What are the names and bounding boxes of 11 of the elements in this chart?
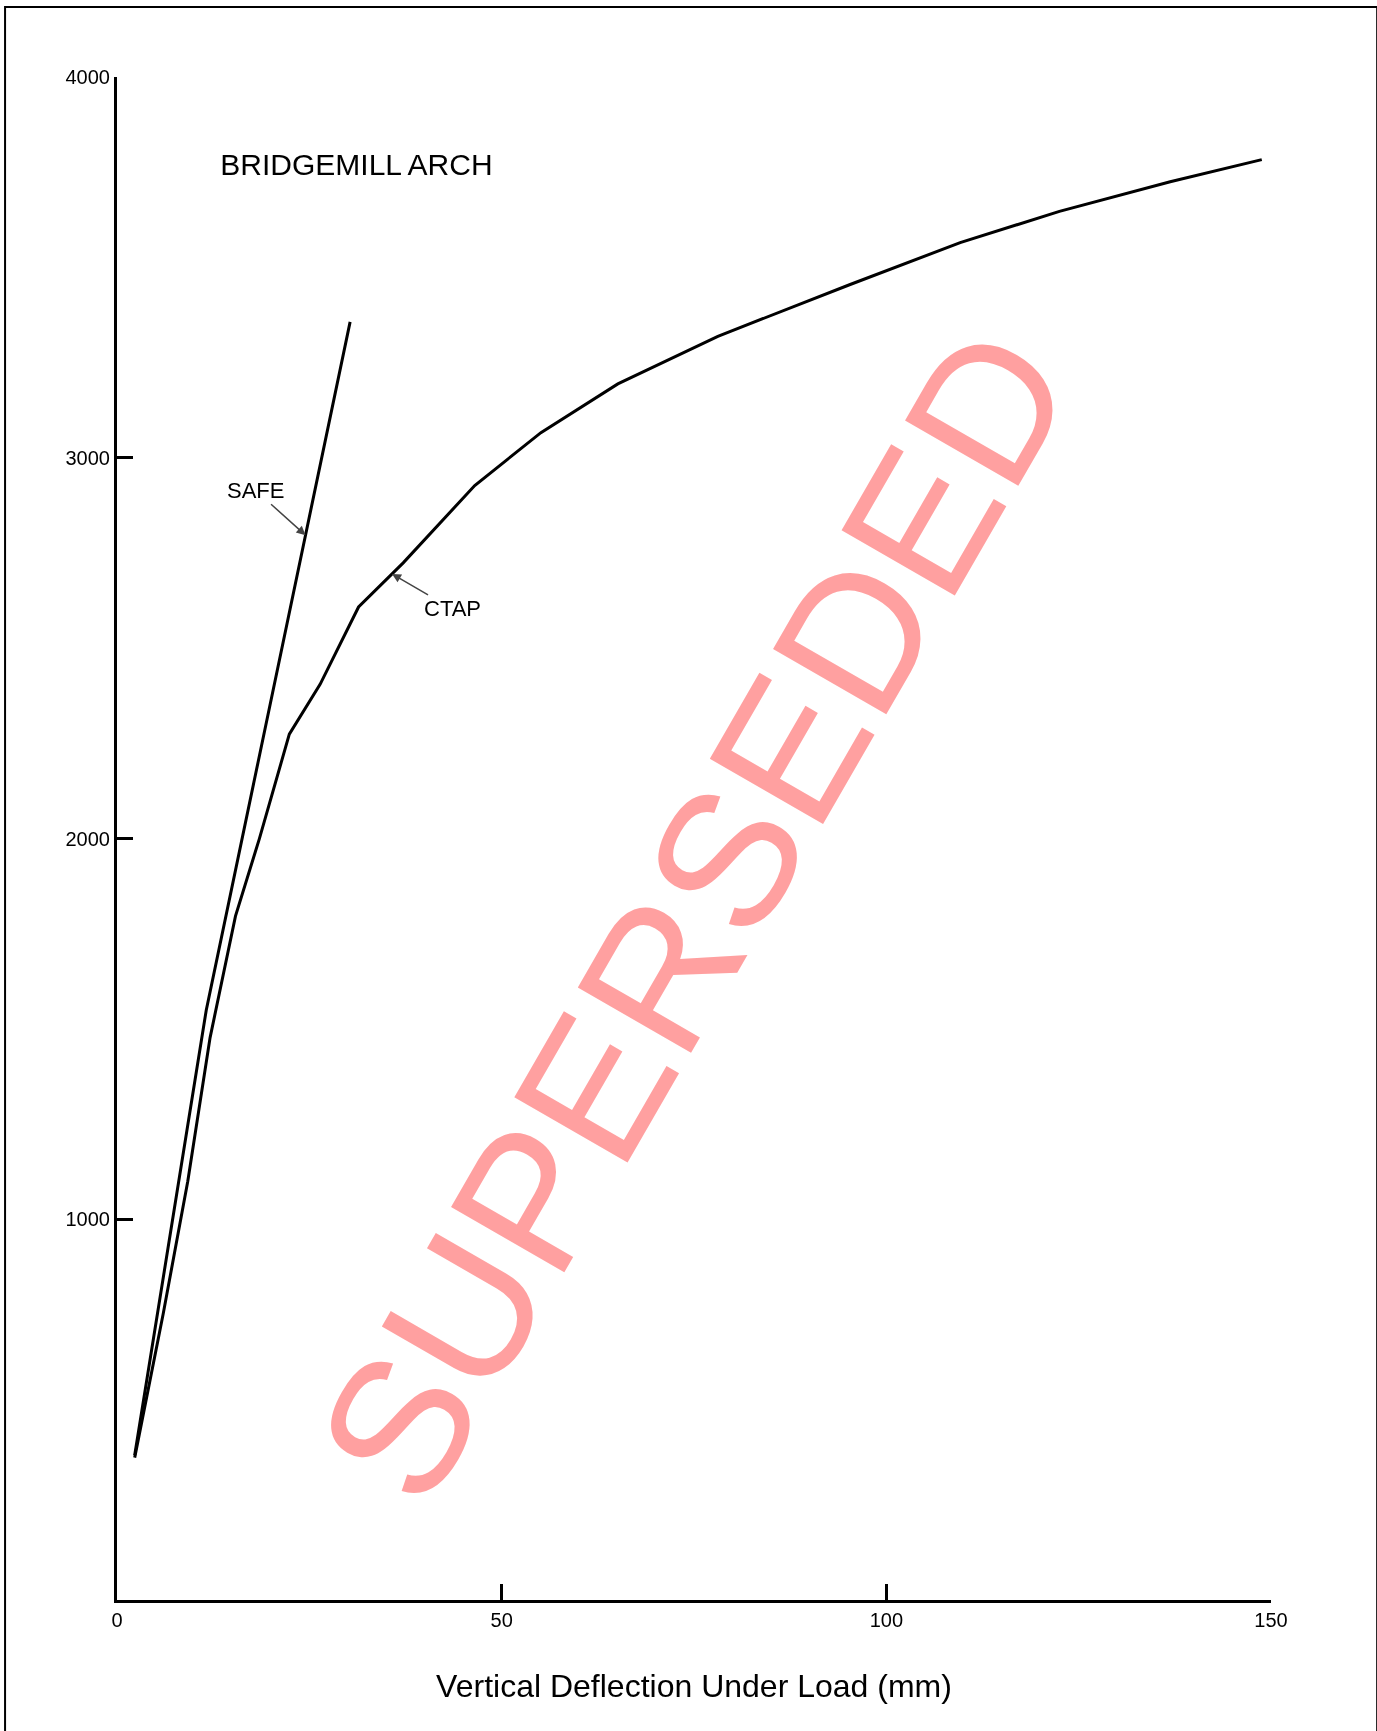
x-tick-label: 100: [869, 1609, 904, 1631]
y-tick-label: 1000: [65, 1208, 110, 1231]
series-label: SAFE: [227, 478, 285, 503]
y-tick-label: 2000: [65, 827, 110, 850]
y-tick-label: 4000: [65, 66, 110, 88]
x-axis-title: Vertical Deflection Under Load (mm): [436, 1667, 952, 1704]
y-tick-label: 3000: [65, 446, 110, 469]
x-tick-label: 150: [1254, 1609, 1288, 1631]
x-tick-label: 0: [111, 1609, 123, 1631]
text: BRIDGEMILL ARCH: [220, 147, 493, 181]
x-tick-label: 50: [490, 1609, 513, 1631]
